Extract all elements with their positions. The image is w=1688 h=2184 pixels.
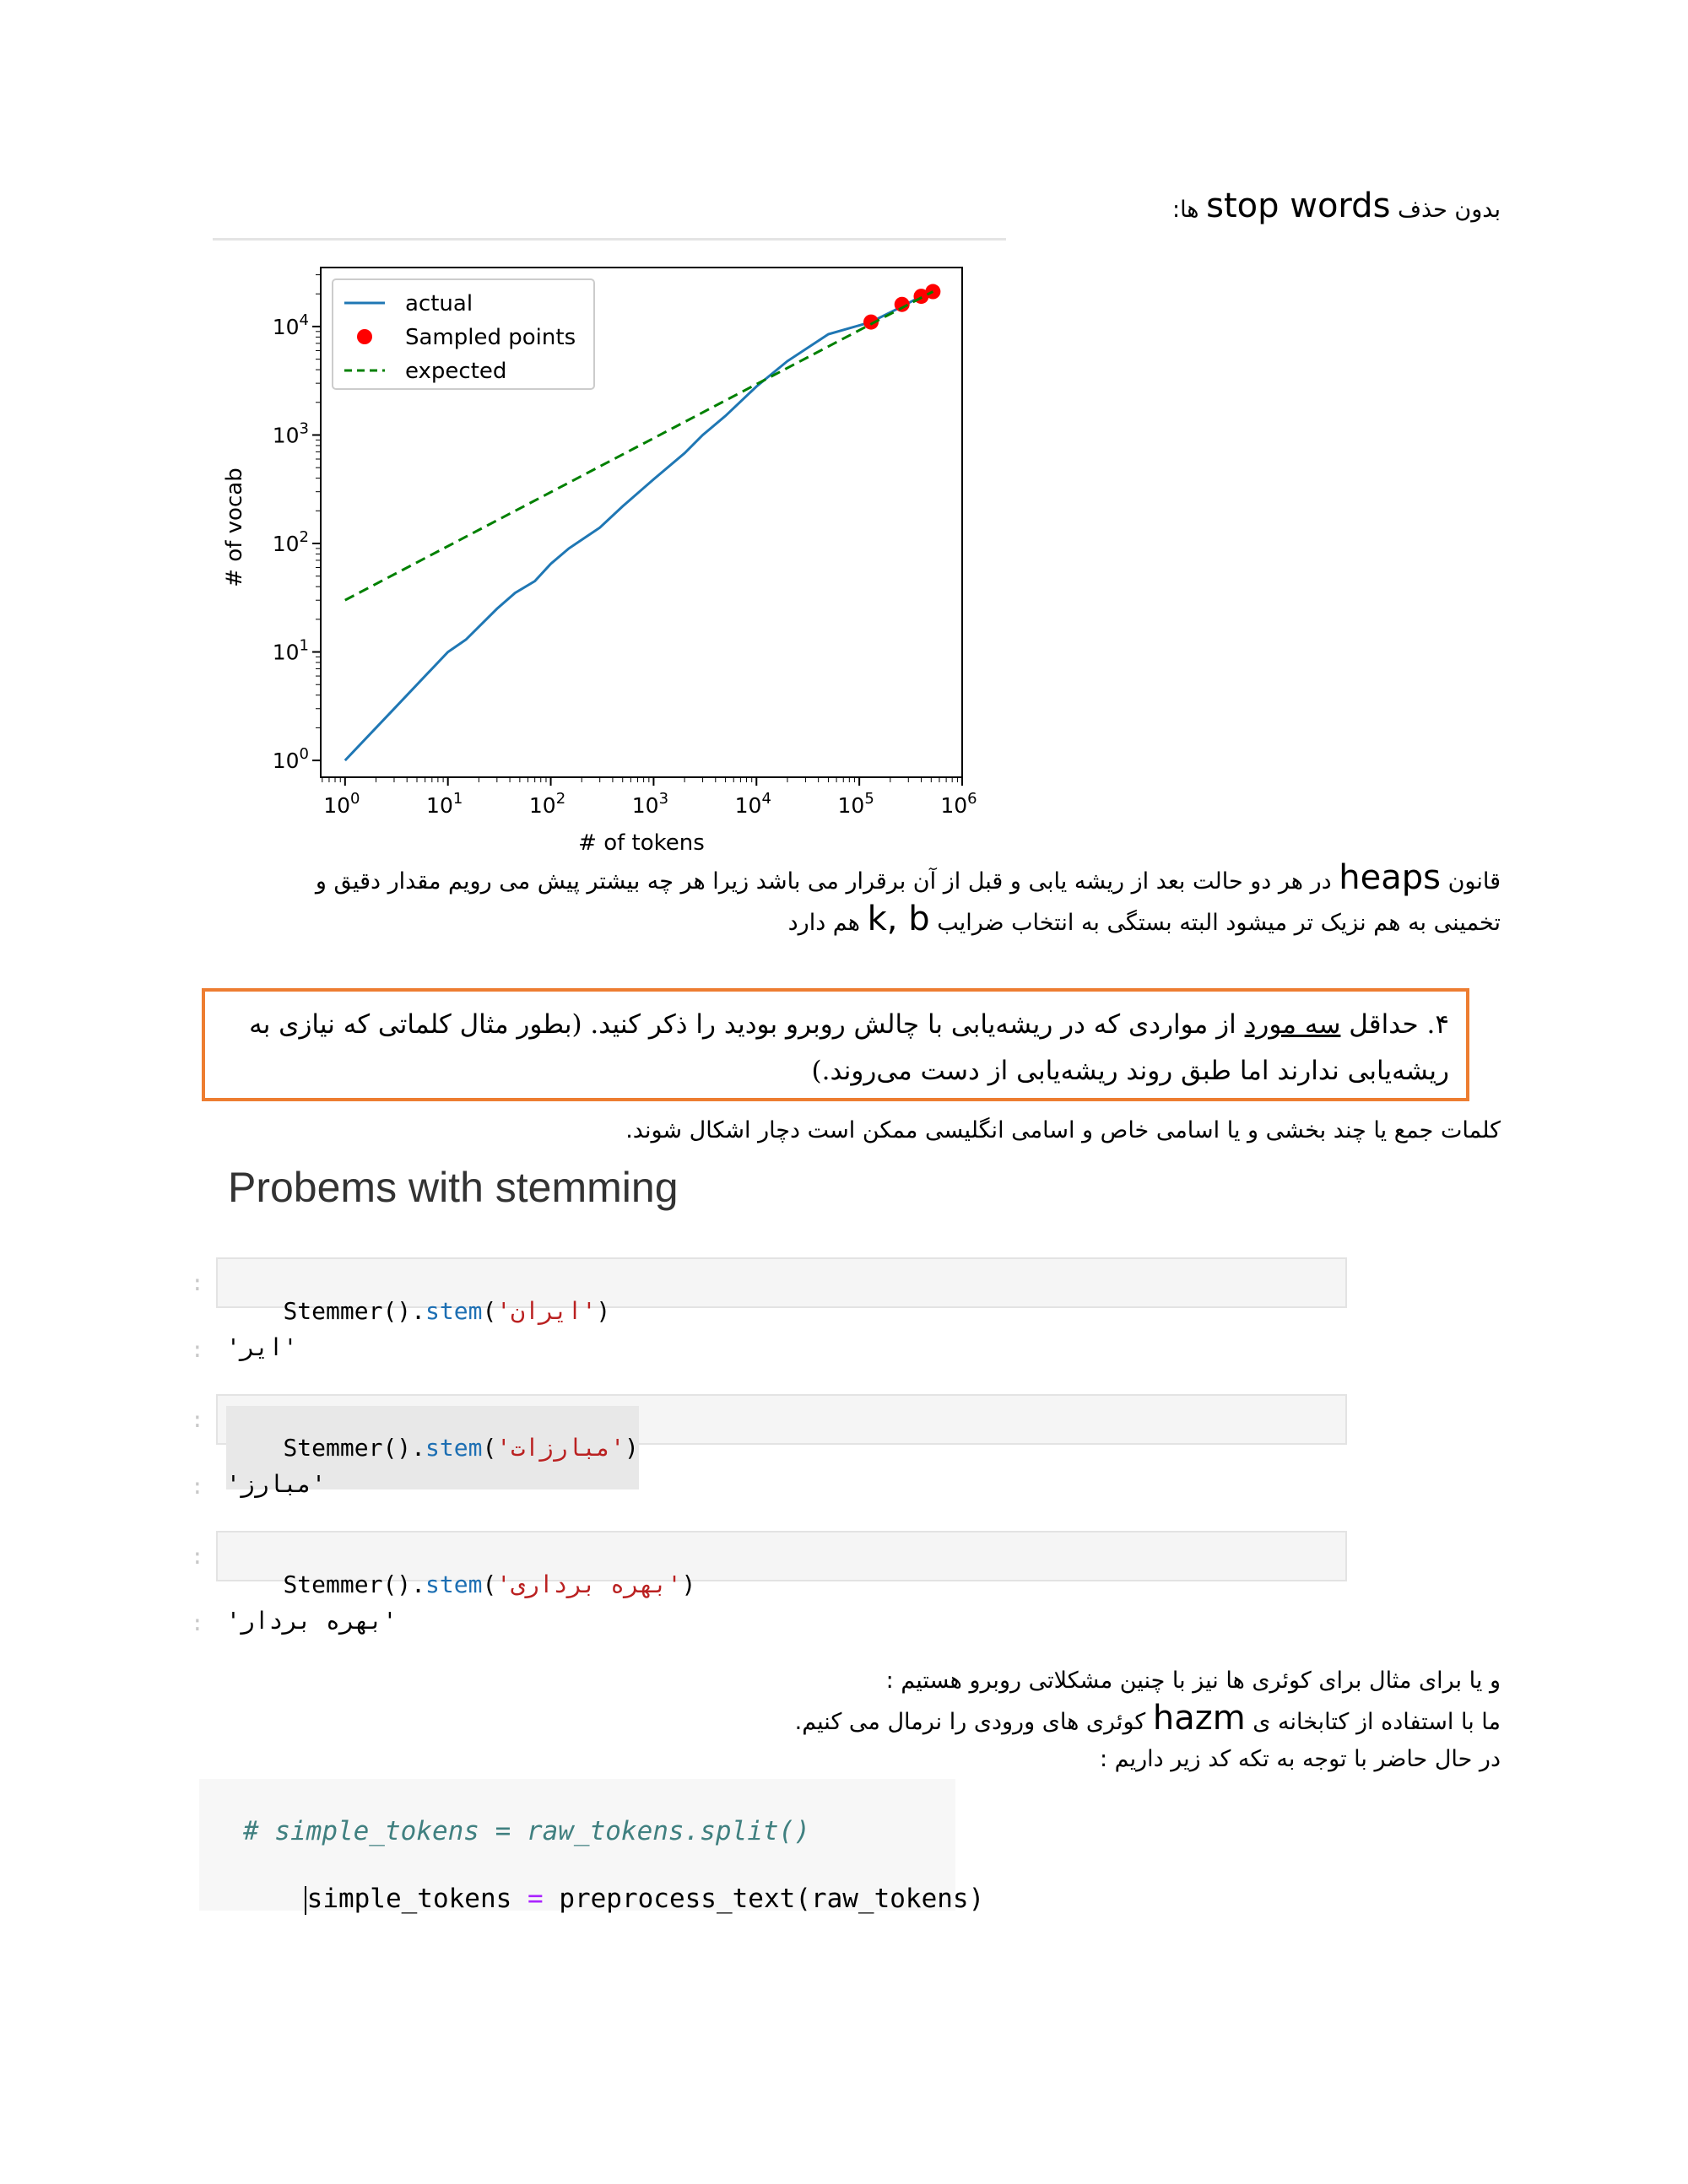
sampled-point (863, 314, 879, 330)
code-comment: # simple_tokens = raw_tokens.split() (243, 1816, 810, 1846)
text-cursor (304, 1885, 306, 1915)
output-prompt: : (191, 1611, 204, 1636)
legend-label: Sampled points (405, 325, 576, 350)
y-axis-label: # of vocab (222, 468, 247, 587)
y-tick-label: 102 (273, 528, 309, 556)
y-tick-label: 101 (273, 637, 309, 665)
answer-line: کلمات جمع یا چند بخشی و یا اسامی خاص و ا… (625, 1117, 1501, 1143)
actual-line (344, 290, 933, 762)
y-tick-label: 100 (273, 745, 309, 773)
output-3: 'بهره بردار' (226, 1607, 398, 1635)
query-line-3: در حال حاضر با توجه به تکه کد زیر داریم … (1099, 1746, 1501, 1772)
legend-label: expected (405, 359, 506, 384)
chart-axes: 100 101 102 103 104 105 106 100 101 102 103 104 (273, 267, 977, 818)
x-tick-label: 103 (632, 790, 668, 818)
query-paragraph: و یا برای مثال برای کوئری ها نیز با چنین… (184, 1662, 1501, 1778)
expected-line (344, 290, 934, 602)
x-tick-label: 101 (426, 790, 463, 818)
question-underlined: سه مورد (1244, 1009, 1341, 1040)
x-tick-label: 106 (940, 790, 977, 818)
code-cell-3[interactable]: Stemmer().stem('بهره برداری') (216, 1531, 1347, 1598)
x-tick-label: 104 (735, 790, 771, 818)
heaps-line-1: قانون heaps در هر دو حالت بعد از ریشه یا… (315, 858, 1501, 897)
y-tick-label: 103 (273, 419, 309, 447)
output-prompt: : (191, 1474, 204, 1500)
code-line: simple_tokens = preprocess_text(raw_toke… (241, 1853, 984, 1945)
output-1: 'ایر' (226, 1333, 298, 1361)
plot-frame (320, 267, 963, 778)
output-2: 'مبارز' (226, 1470, 327, 1498)
question-number: ۴. حداقل (1349, 1009, 1449, 1040)
code-snippet[interactable]: # simple_tokens = raw_tokens.split() sim… (199, 1779, 984, 1915)
code-cell-2[interactable]: Stemmer().stem('مبارزات') (216, 1394, 1347, 1489)
sampled-point (894, 296, 910, 312)
x-axis-label: # of tokens (578, 830, 705, 856)
legend-label: actual (405, 291, 473, 316)
section-heading: Probems with stemming (228, 1164, 679, 1211)
y-tick-label: 104 (273, 311, 309, 339)
heaps-paragraph: قانون heaps در هر دو حالت بعد از ریشه یا… (184, 859, 1501, 942)
cell-prompt: : (191, 1408, 204, 1433)
query-line-1: و یا برای مثال برای کوئری ها نیز با چنین… (885, 1668, 1501, 1694)
question-box: ۴. حداقل سه مورد از مواردی که در ریشه‌یا… (202, 988, 1469, 1101)
x-tick-label: 100 (323, 790, 360, 818)
separator-line (213, 238, 1006, 241)
legend-box (332, 278, 595, 390)
legend-marker (357, 329, 372, 344)
code-cell-1[interactable]: Stemmer().stem('ایران') (216, 1257, 1347, 1325)
cell-prompt: : (191, 1271, 204, 1296)
intro-line: بدون حذف stop words ها: (1171, 187, 1501, 225)
x-tick-label: 105 (838, 790, 874, 818)
output-prompt: : (191, 1338, 204, 1363)
chart-series (344, 284, 941, 762)
query-line-2: ما با استفاده از کتابخانه ی hazm کوئری ه… (794, 1699, 1501, 1738)
chart-legend: actual Sampled points expected (332, 278, 595, 390)
heaps-chart: 100 101 102 103 104 105 106 100 101 102 103 104 act… (222, 267, 977, 856)
x-tick-label: 102 (529, 790, 565, 818)
question-text: از مواردی که در ریشه‌یابی با چالش روبرو … (249, 1009, 1449, 1086)
cell-prompt: : (191, 1544, 204, 1570)
heaps-line-2: تخمینی به هم نزیک تر میشود البته بستگی ب… (787, 900, 1501, 938)
